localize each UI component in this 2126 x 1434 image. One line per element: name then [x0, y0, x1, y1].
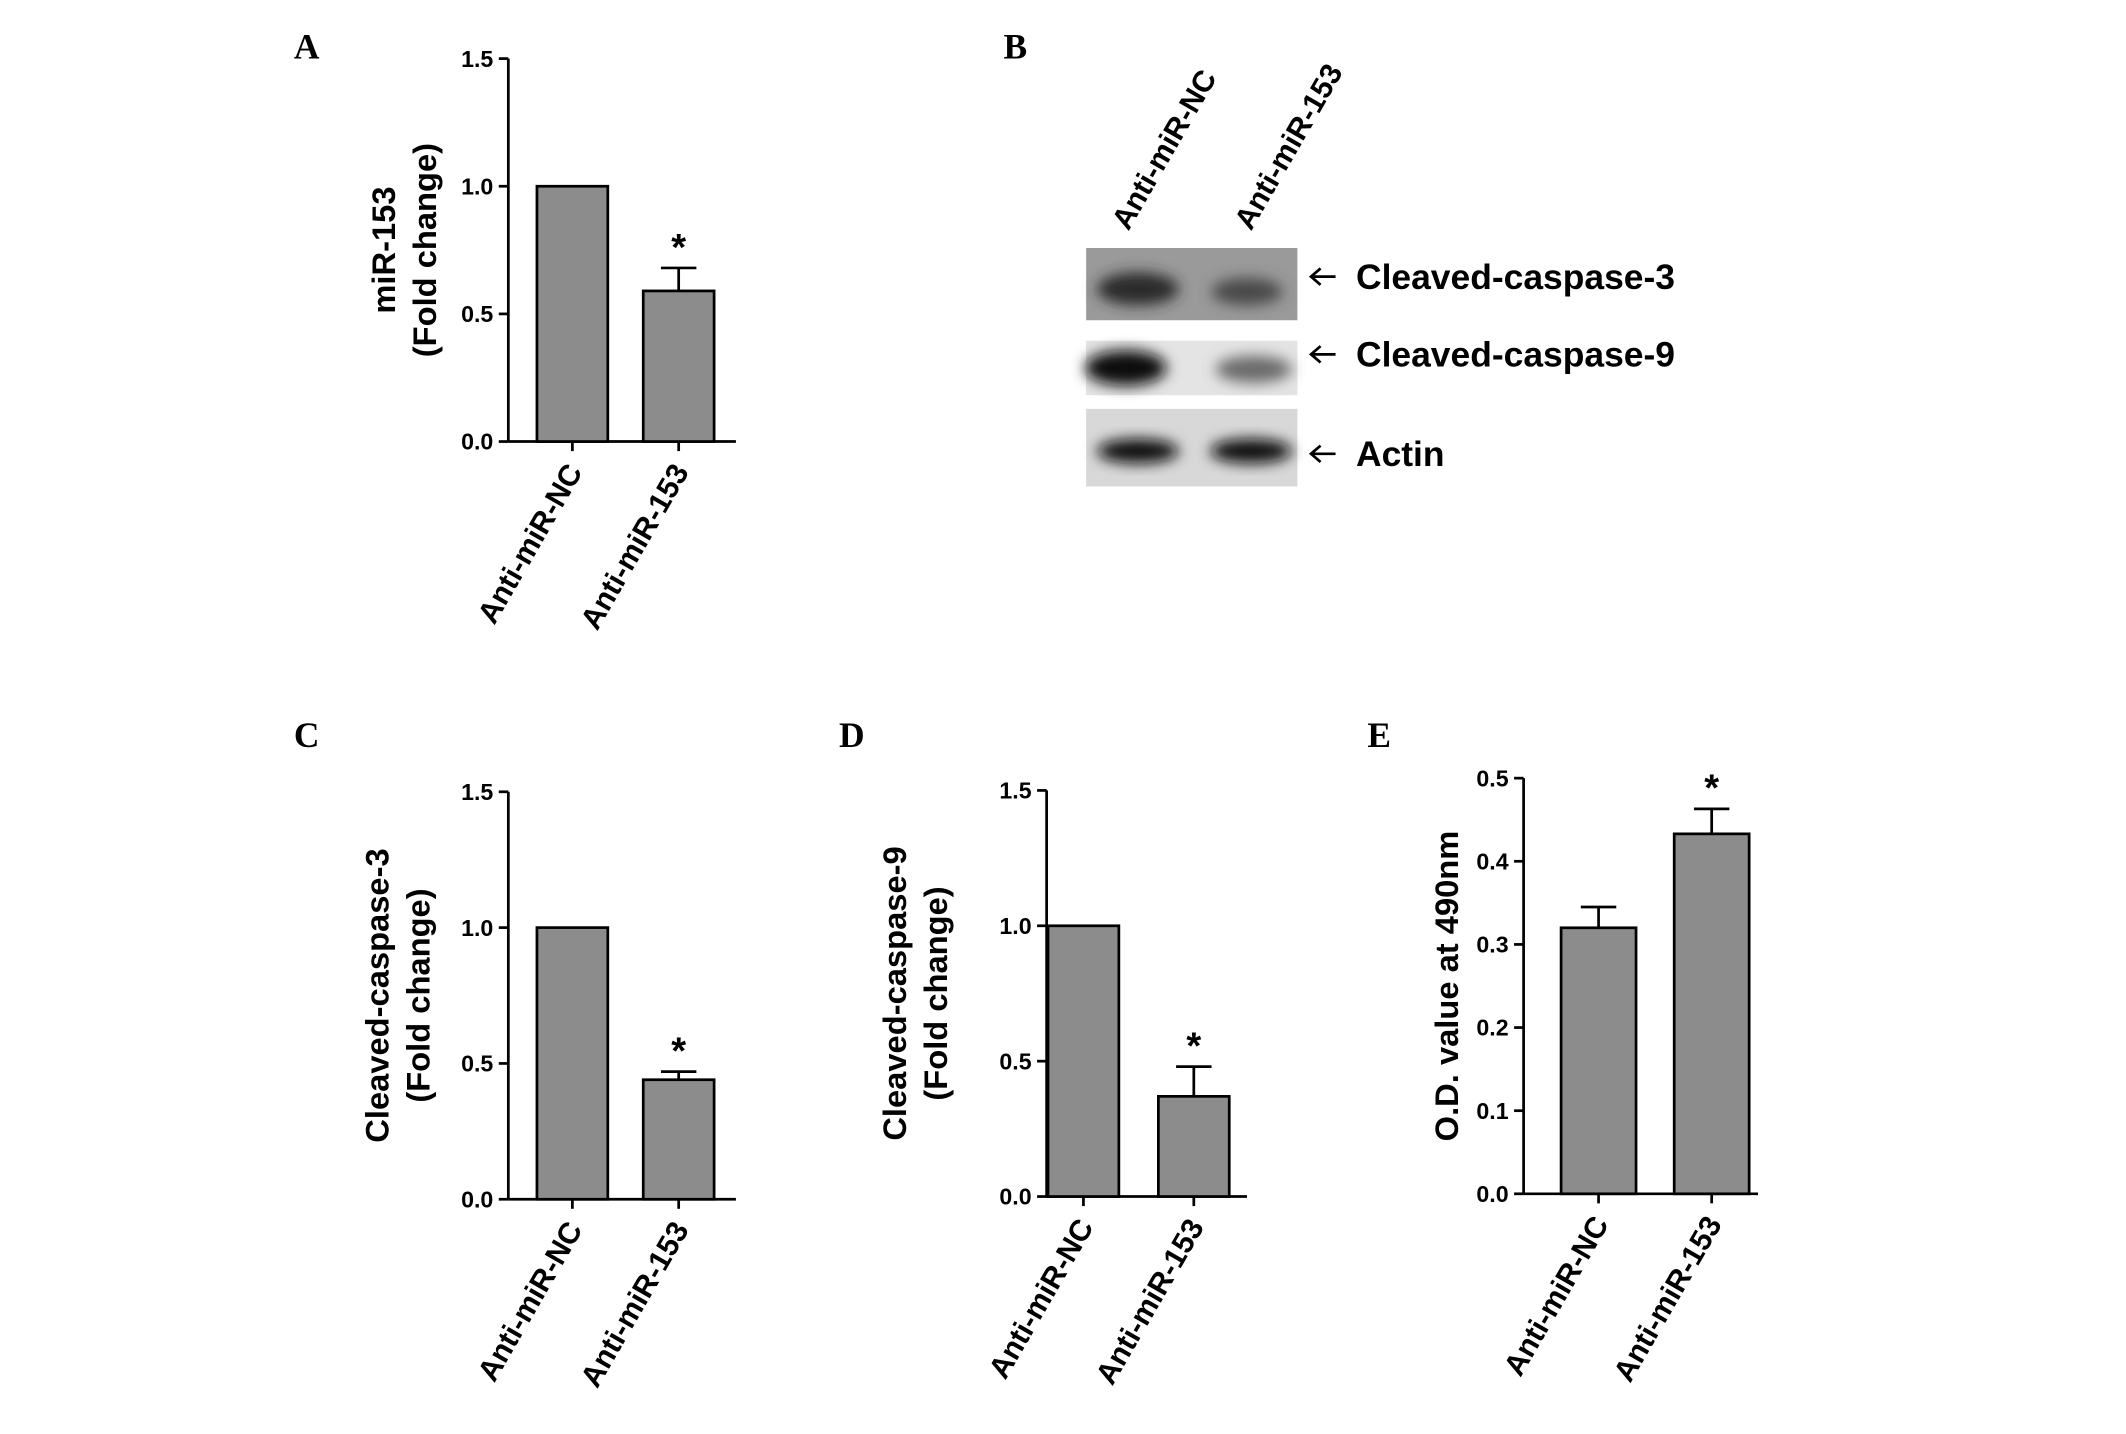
blot-band [1084, 350, 1167, 386]
significance-mark: * [671, 226, 686, 269]
blot-image [1084, 248, 1298, 487]
y-tick-label: 0.3 [1476, 932, 1508, 958]
y-tick-label: 1.5 [461, 46, 493, 72]
panel-letter: D [839, 715, 865, 755]
y-axis-label: O.D. value at 490nm [1428, 831, 1465, 1142]
x-tick-label: Anti-miR-NC [1498, 1211, 1616, 1382]
y-axis-label: miR-153 [365, 186, 402, 313]
x-tick-label: Anti-miR-153 [1090, 1214, 1211, 1391]
y-tick-label: 0.4 [1476, 848, 1508, 874]
y-axis-label: (Fold change) [406, 143, 443, 357]
blot-band [1097, 438, 1179, 464]
band-label: Cleaved-caspase-9 [1356, 335, 1675, 375]
significance-mark: * [1704, 767, 1719, 810]
x-tick-label: Anti-miR-153 [575, 1216, 696, 1393]
y-tick-label: 1.0 [999, 913, 1031, 939]
y-axis-label: (Fold change) [917, 886, 954, 1100]
y-tick-label: 0.5 [461, 301, 493, 327]
x-tick-label: Anti-miR-NC [472, 459, 590, 630]
blot-band [1215, 355, 1292, 383]
band-label: Cleaved-caspase-3 [1356, 257, 1675, 297]
panel-letter: E [1367, 715, 1391, 755]
band-label: Actin [1356, 434, 1445, 474]
y-axis-label: (Fold change) [399, 888, 436, 1102]
y-tick-label: 0.5 [1476, 765, 1508, 791]
y-axis-label: Cleaved-caspase-3 [358, 848, 395, 1142]
y-tick-label: 1.0 [461, 915, 493, 941]
panel-letter: A [294, 27, 320, 67]
blot-band [1097, 272, 1179, 306]
y-tick-label: 0.5 [999, 1048, 1031, 1074]
y-tick-label: 0.5 [461, 1051, 493, 1077]
arrow-head [1308, 444, 1322, 464]
significance-mark: * [1186, 1024, 1201, 1067]
panel-letter: C [294, 715, 320, 755]
y-tick-label: 0.1 [1476, 1098, 1508, 1124]
bar [535, 926, 610, 1201]
y-tick-label: 0.0 [461, 1186, 493, 1212]
arrow-head [1308, 267, 1322, 286]
panel-letter: B [1003, 27, 1027, 67]
significance-mark: * [671, 1029, 686, 1072]
y-tick-label: 0.0 [999, 1184, 1031, 1210]
bar [1046, 924, 1121, 1198]
bar [1672, 832, 1751, 1196]
x-tick-label: Anti-miR-NC [472, 1216, 590, 1387]
lane-label: Anti-miR-153 [1229, 59, 1350, 236]
bar [641, 289, 716, 443]
x-tick-label: Anti-miR-153 [1608, 1211, 1729, 1388]
x-tick-label: Anti-miR-NC [983, 1214, 1101, 1385]
lane-label: Anti-miR-NC [1106, 64, 1224, 235]
bar [1157, 1095, 1231, 1198]
y-axis-label: Cleaved-caspase-9 [876, 846, 913, 1140]
y-tick-label: 0.2 [1476, 1015, 1508, 1041]
y-tick-label: 1.5 [461, 779, 493, 805]
bar [535, 184, 610, 443]
arrow-head [1308, 345, 1322, 364]
y-tick-label: 0.0 [461, 429, 493, 455]
y-tick-label: 1.5 [999, 778, 1031, 804]
bar [641, 1078, 716, 1201]
y-tick-label: 1.0 [461, 173, 493, 199]
y-tick-label: 0.0 [1476, 1181, 1508, 1207]
x-tick-label: Anti-miR-153 [575, 459, 696, 636]
bar [1559, 926, 1638, 1196]
blot-band [1211, 278, 1283, 306]
blot-band [1210, 438, 1292, 464]
